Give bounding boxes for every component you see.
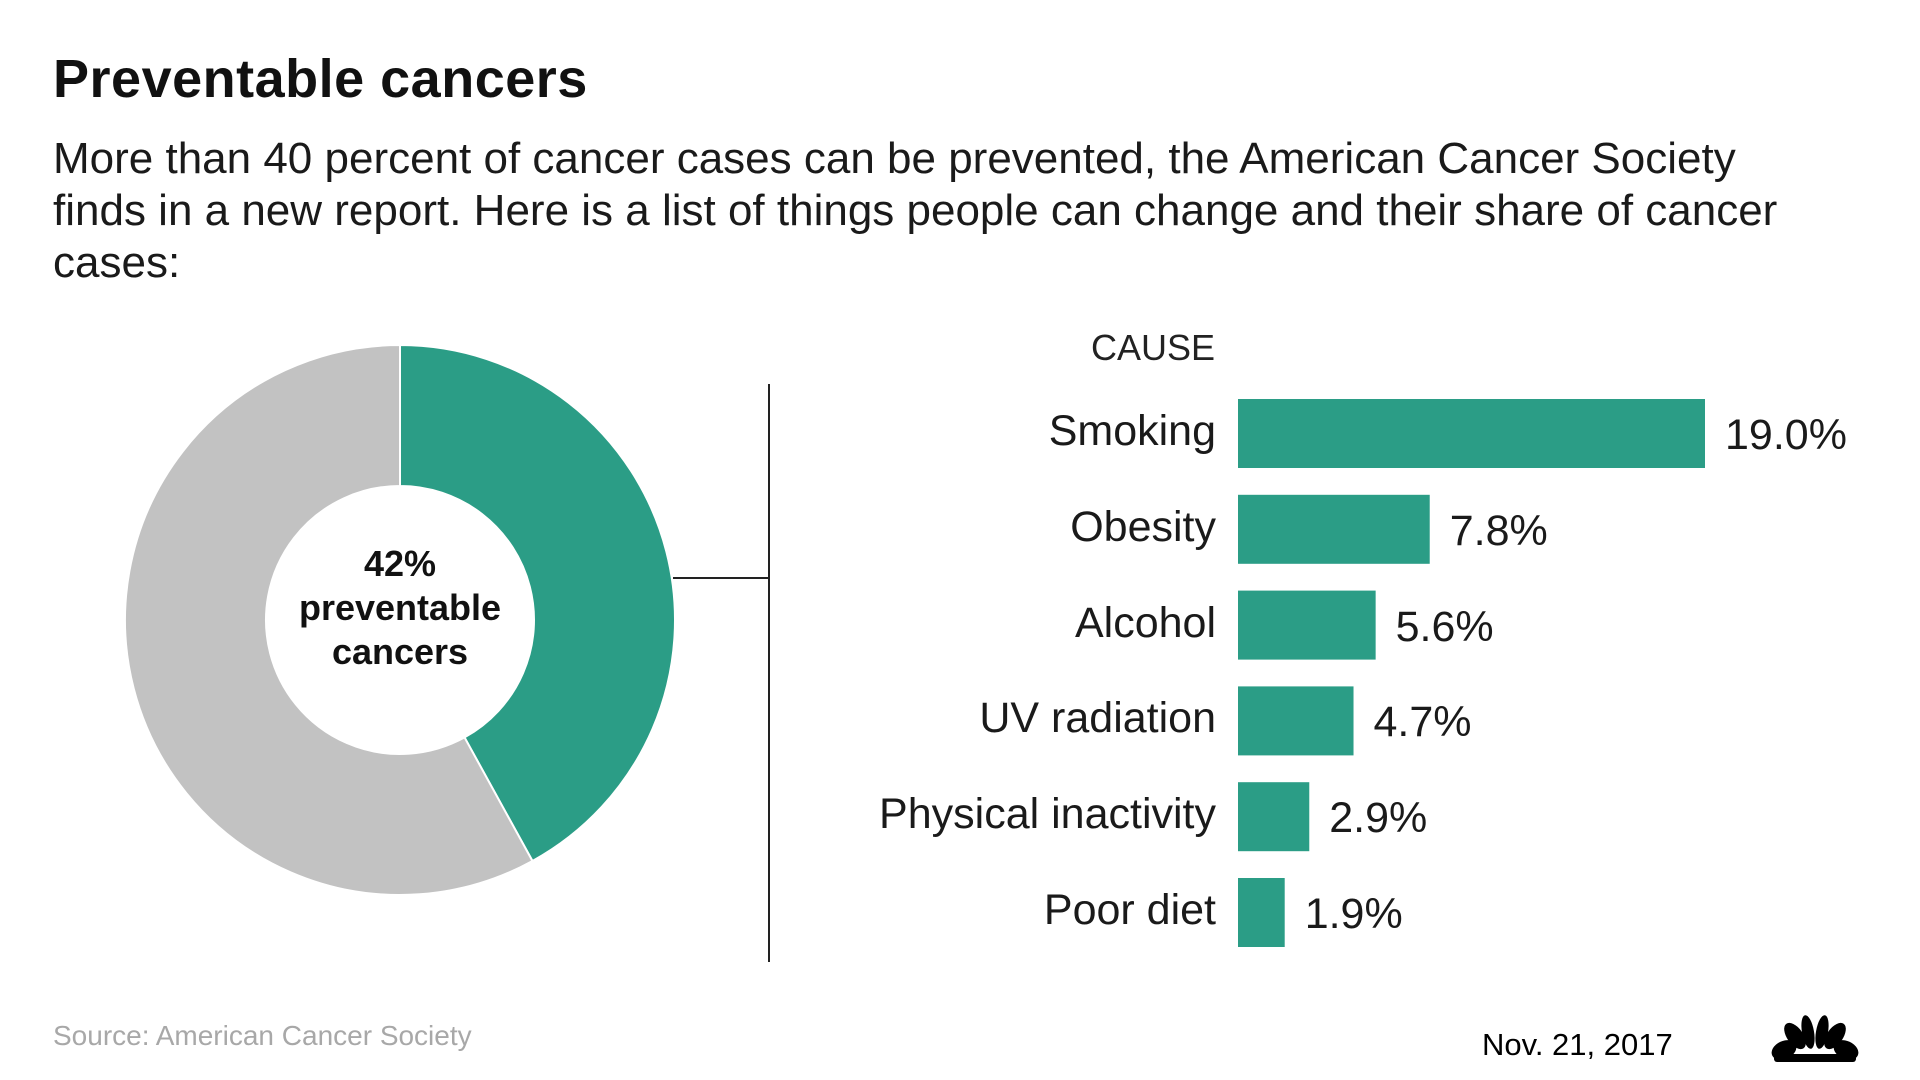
date-label: Nov. 21, 2017 <box>1482 1027 1673 1062</box>
bar-poor-diet <box>1238 878 1285 947</box>
value-label: 2.9% <box>1329 794 1428 843</box>
value-label: 4.7% <box>1373 698 1472 747</box>
nbc-peacock-logo <box>1771 1015 1859 1062</box>
value-label: 5.6% <box>1395 602 1494 651</box>
value-label: 7.8% <box>1449 506 1548 555</box>
chart-title: Preventable cancers <box>53 49 588 109</box>
bar-physical-inactivity <box>1238 782 1310 852</box>
bar-alcohol <box>1238 590 1376 660</box>
value-label: 19.0% <box>1725 411 1847 459</box>
category-label: Smoking <box>1048 407 1216 455</box>
bar-uv-radiation <box>1238 686 1354 756</box>
donut-center-value: 42% <box>363 543 437 584</box>
donut-slice-other <box>124 343 534 896</box>
category-label: Obesity <box>1070 502 1216 551</box>
bar-obesity <box>1238 494 1430 564</box>
category-header: CAUSE <box>1090 327 1215 368</box>
donut-center-line1: preventable <box>298 587 502 628</box>
bar-chart <box>1238 399 1705 947</box>
category-label: Poor diet <box>1043 886 1216 934</box>
category-label: Alcohol <box>1074 598 1216 647</box>
category-label: Physical inactivity <box>879 790 1216 839</box>
source-note: Source: American Cancer Society <box>53 1020 472 1051</box>
donut-slice-preventable <box>399 343 676 863</box>
category-label: UV radiation <box>979 694 1216 743</box>
donut-center-line2: cancers <box>331 631 469 672</box>
bar-smoking <box>1238 399 1705 468</box>
value-label: 1.9% <box>1304 890 1403 938</box>
donut-chart <box>124 343 676 896</box>
chart-subtitle: More than 40 percent of cancer cases can… <box>53 134 1778 287</box>
donut-center-label: 42% preventable cancers <box>270 542 530 674</box>
